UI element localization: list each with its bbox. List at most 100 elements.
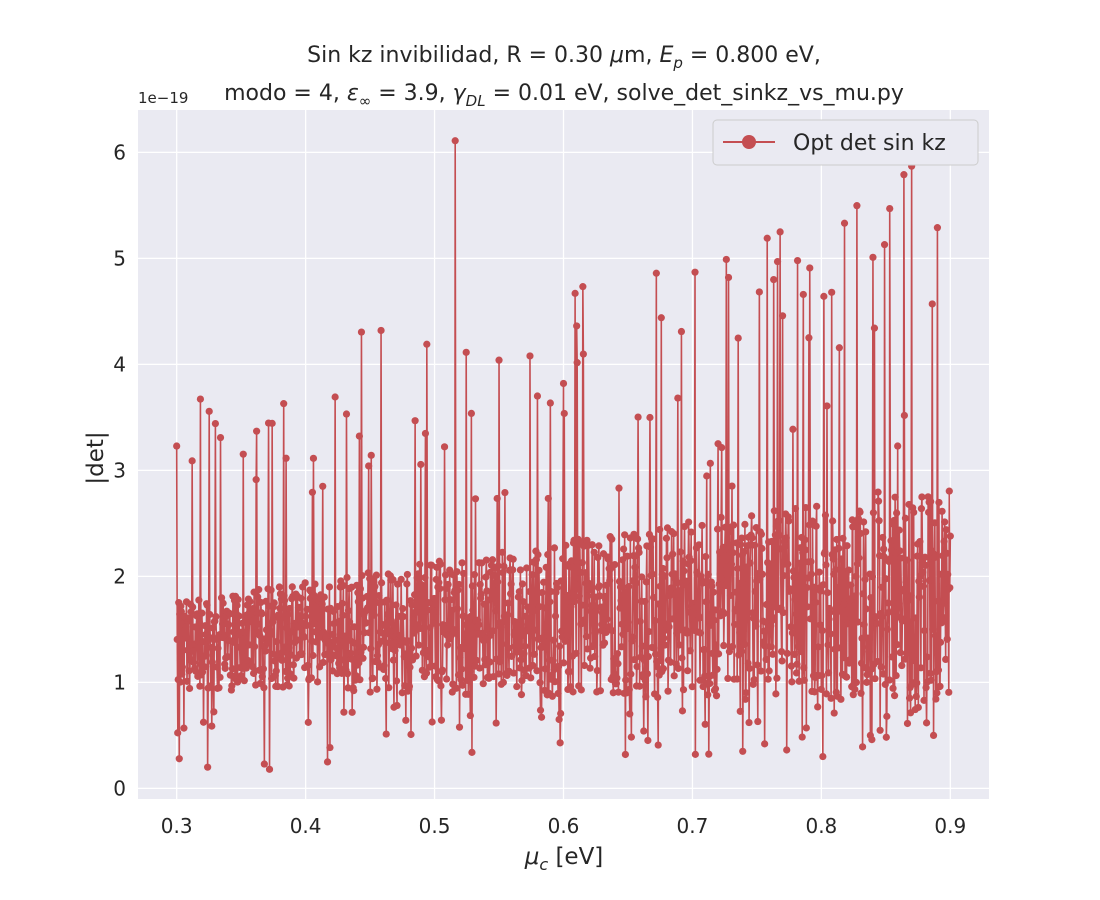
- data-point: [569, 688, 577, 696]
- data-point: [689, 620, 697, 629]
- y-tick-label: 6: [113, 140, 126, 164]
- data-point: [596, 592, 604, 600]
- data-point: [946, 532, 954, 540]
- data-point: [270, 599, 278, 607]
- data-point: [494, 578, 502, 586]
- data-point: [267, 631, 275, 639]
- data-point: [781, 542, 789, 550]
- data-point: [750, 614, 758, 622]
- data-point: [407, 644, 416, 652]
- data-point: [340, 708, 348, 716]
- data-point: [708, 582, 716, 590]
- data-point: [503, 611, 512, 619]
- data-point: [687, 557, 695, 565]
- data-point: [729, 521, 738, 529]
- data-point: [240, 644, 248, 652]
- data-point: [778, 312, 787, 320]
- data-point: [626, 710, 634, 718]
- data-point: [834, 584, 842, 592]
- data-point: [196, 395, 205, 403]
- data-point: [900, 411, 908, 420]
- data-point: [470, 673, 478, 681]
- data-point: [666, 658, 675, 666]
- data-point: [734, 334, 742, 342]
- data-point: [902, 649, 911, 657]
- data-point: [456, 654, 464, 662]
- data-point: [185, 684, 194, 693]
- data-point: [828, 288, 836, 296]
- title-2-gamma: γ: [453, 81, 467, 106]
- data-point: [488, 591, 496, 599]
- data-point: [737, 647, 745, 656]
- data-point: [422, 669, 431, 677]
- title-1-mu: μ: [609, 43, 624, 68]
- data-point: [482, 573, 490, 581]
- data-point: [766, 585, 774, 593]
- data-point: [602, 628, 610, 637]
- data-point: [785, 517, 793, 525]
- data-point: [638, 573, 646, 581]
- data-point: [704, 691, 712, 699]
- data-point: [241, 628, 249, 636]
- data-point: [755, 288, 763, 296]
- data-point: [674, 664, 682, 673]
- data-point: [280, 596, 289, 605]
- data-point: [884, 609, 892, 617]
- data-point: [249, 669, 258, 677]
- data-point: [818, 671, 826, 680]
- data-point: [606, 576, 614, 585]
- data-point: [389, 656, 398, 664]
- data-point: [603, 615, 611, 623]
- data-point: [783, 649, 791, 658]
- data-point: [563, 593, 571, 601]
- data-point: [656, 582, 664, 590]
- data-point: [913, 679, 921, 687]
- data-point: [822, 561, 830, 569]
- data-point: [663, 554, 671, 562]
- data-point: [578, 601, 586, 609]
- data-point: [380, 662, 388, 670]
- data-point: [189, 647, 197, 655]
- data-point: [918, 493, 926, 501]
- data-point: [860, 620, 868, 629]
- data-point: [555, 715, 563, 724]
- data-point: [329, 607, 338, 616]
- data-point: [775, 531, 784, 540]
- data-point: [557, 577, 565, 585]
- data-point: [608, 627, 616, 635]
- data-point: [524, 620, 532, 628]
- data-point: [614, 660, 622, 668]
- data-point: [373, 652, 382, 660]
- data-point: [678, 654, 686, 662]
- data-point: [377, 326, 385, 335]
- data-point: [778, 657, 786, 665]
- data-point: [876, 726, 884, 734]
- data-point: [784, 560, 792, 568]
- data-point: [370, 611, 378, 619]
- data-point: [348, 708, 356, 716]
- data-point: [365, 629, 373, 637]
- x-tick-label: 0.7: [677, 814, 709, 838]
- data-point: [789, 425, 797, 433]
- data-point: [491, 571, 499, 580]
- data-point: [922, 684, 930, 692]
- data-point: [383, 596, 391, 604]
- data-point: [278, 648, 287, 657]
- data-point: [858, 743, 867, 751]
- data-point: [357, 328, 366, 336]
- data-point: [877, 663, 885, 671]
- y-tick-label: 5: [113, 246, 126, 270]
- data-point: [211, 419, 219, 428]
- data-point: [796, 638, 804, 646]
- data-point: [282, 454, 290, 462]
- data-point: [467, 409, 475, 418]
- data-point: [561, 611, 569, 619]
- data-point: [670, 672, 678, 680]
- data-point: [768, 537, 776, 546]
- data-point: [493, 494, 501, 503]
- data-point: [880, 545, 888, 553]
- data-point: [867, 594, 875, 602]
- data-point: [812, 598, 820, 607]
- data-point: [892, 671, 900, 680]
- data-point: [865, 648, 873, 656]
